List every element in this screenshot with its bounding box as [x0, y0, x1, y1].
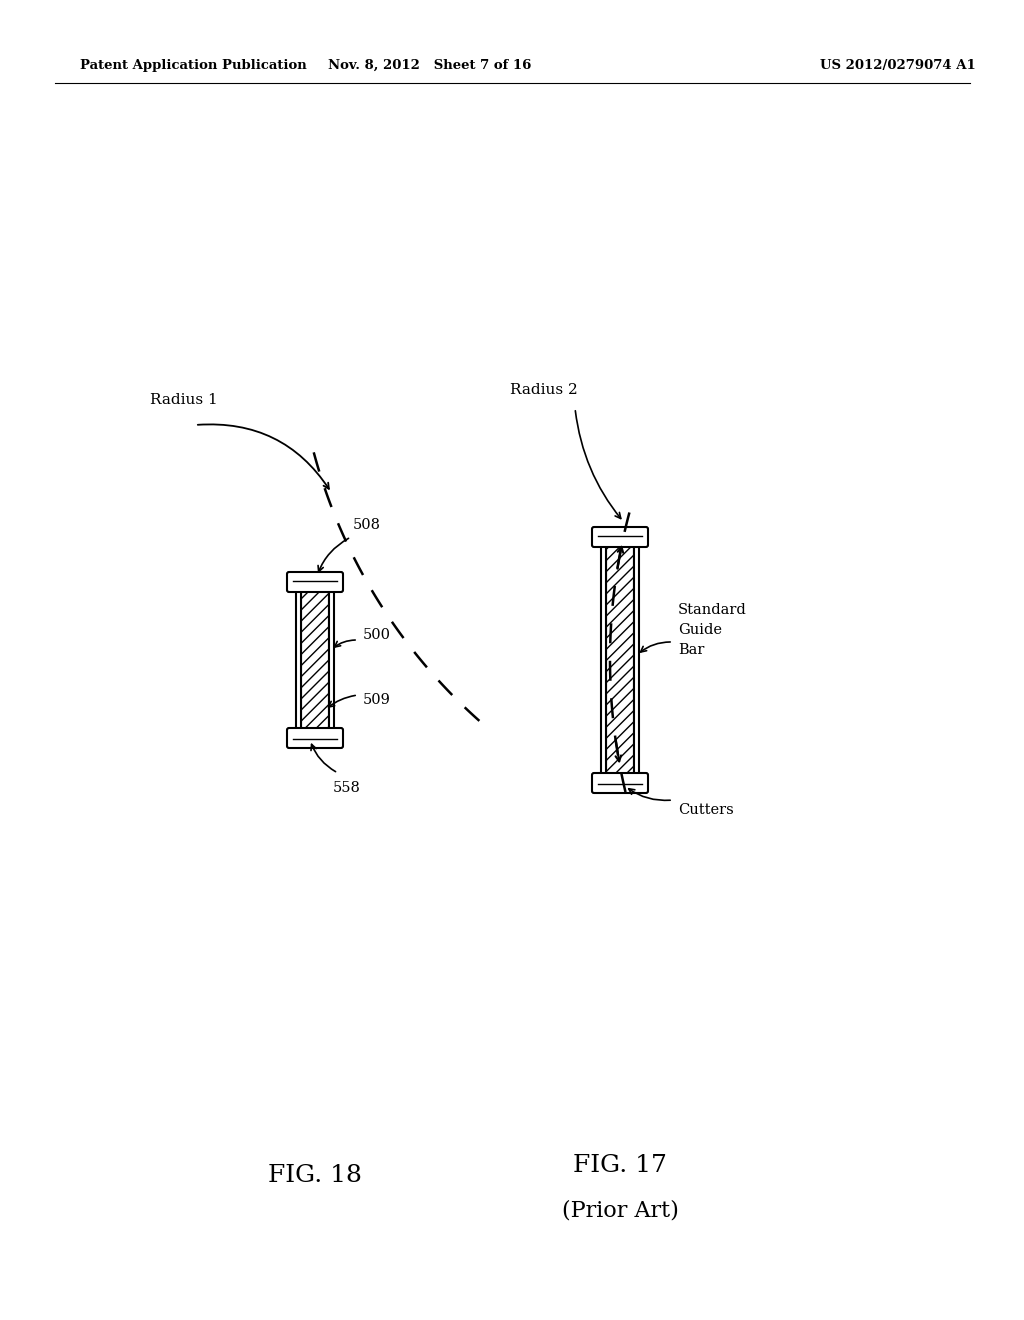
Text: Radius 2: Radius 2 [510, 383, 578, 397]
Text: US 2012/0279074 A1: US 2012/0279074 A1 [820, 58, 976, 71]
Text: Standard
Guide
Bar: Standard Guide Bar [678, 603, 746, 656]
Text: Patent Application Publication: Patent Application Publication [80, 58, 307, 71]
Text: 558: 558 [333, 781, 360, 795]
FancyBboxPatch shape [592, 527, 648, 546]
Text: 509: 509 [362, 693, 391, 708]
Bar [634, 545, 639, 775]
Text: FIG. 17: FIG. 17 [573, 1154, 667, 1176]
Text: FIG. 18: FIG. 18 [268, 1163, 361, 1187]
Text: Cutters: Cutters [678, 803, 734, 817]
Bar [606, 545, 634, 775]
FancyBboxPatch shape [287, 572, 343, 591]
FancyBboxPatch shape [592, 774, 648, 793]
Text: Radius 1: Radius 1 [150, 393, 218, 407]
Text: (Prior Art): (Prior Art) [561, 1199, 679, 1221]
Bar [601, 545, 606, 775]
FancyBboxPatch shape [287, 729, 343, 748]
Bar [301, 590, 329, 730]
Bar [296, 590, 301, 730]
Bar [329, 590, 334, 730]
Text: Nov. 8, 2012   Sheet 7 of 16: Nov. 8, 2012 Sheet 7 of 16 [329, 58, 531, 71]
Text: 500: 500 [362, 628, 391, 642]
Text: 508: 508 [353, 517, 381, 532]
